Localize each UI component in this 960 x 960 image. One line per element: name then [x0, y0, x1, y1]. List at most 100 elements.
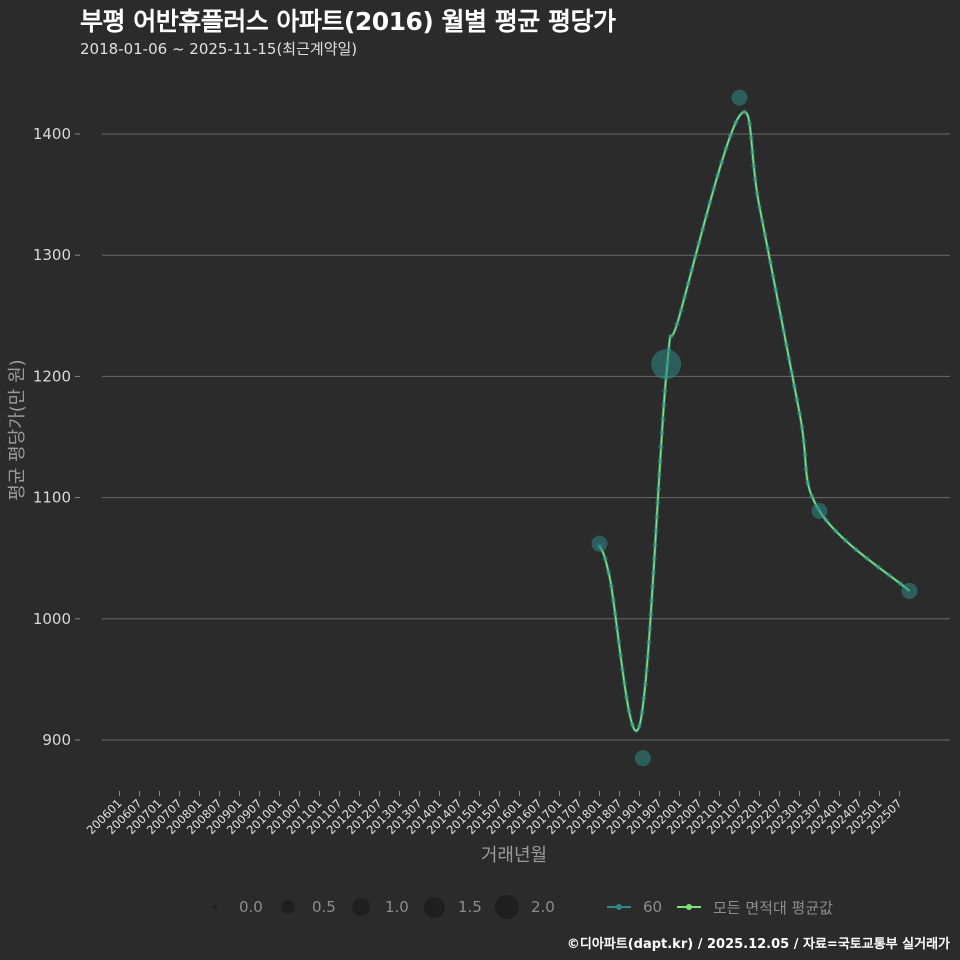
trend-dot — [749, 149, 755, 155]
trend-dot — [650, 584, 656, 590]
size-circle-icon — [281, 900, 295, 914]
trend-dot — [786, 355, 792, 361]
trend-dot — [616, 639, 622, 645]
series-legend-item: 60 — [607, 894, 662, 920]
trend-dot — [660, 416, 666, 422]
y-tick-label: 1100 — [33, 489, 71, 507]
trend-dot — [707, 199, 713, 205]
data-point — [811, 502, 828, 519]
size-circle-icon — [213, 905, 217, 909]
trend-dot — [751, 163, 757, 169]
series-legend-label: 60 — [643, 898, 663, 916]
trend-dot — [610, 597, 616, 603]
trend-dot — [626, 708, 632, 714]
trend-dot — [767, 259, 773, 265]
trend-dot — [842, 537, 848, 543]
chart-subtitle: 2018-01-06 ~ 2025-11-15(최근계약일) — [80, 40, 358, 58]
trend-dot — [809, 493, 815, 499]
trend-dot — [765, 245, 771, 251]
y-tick-label: 1000 — [33, 610, 71, 628]
trend-dot — [629, 721, 635, 727]
size-legend-item: 0.0 — [213, 894, 263, 920]
trend-dot — [802, 452, 808, 458]
line-swatch-icon — [677, 904, 701, 910]
y-tick-label: 1200 — [33, 367, 71, 385]
data-point — [634, 750, 651, 767]
footer-credit: ©디아파트(dapt.kr) / 2025.12.05 / 자료=국토교통부 실… — [566, 937, 950, 952]
trend-dot — [794, 397, 800, 403]
trend-dot — [654, 514, 660, 520]
trend-dot — [741, 109, 747, 115]
trend-dot — [619, 666, 625, 672]
trend-dot — [623, 694, 629, 700]
y-tick-label: 900 — [42, 731, 71, 749]
trend-dot — [762, 232, 768, 238]
trend-dot — [805, 480, 811, 486]
trend-dot — [696, 240, 702, 246]
y-tick-label: 1400 — [33, 125, 71, 143]
trend-dot — [803, 466, 809, 472]
trend-dot — [733, 119, 739, 125]
trend-dot — [655, 500, 661, 506]
trend-dot — [636, 723, 642, 729]
trend-dot — [692, 253, 698, 259]
trend-dot — [646, 640, 652, 646]
trend-dot — [783, 342, 789, 348]
size-circle-icon — [423, 896, 445, 918]
trend-dot — [747, 121, 753, 127]
trend-dot — [662, 388, 668, 394]
chart-title: 부평 어반휴플러스 아파트(2016) 월별 평균 평당가 — [80, 7, 616, 36]
trend-dot — [658, 444, 664, 450]
size-legend-label: 2.0 — [531, 898, 555, 916]
series-legend-item: 모든 면적대 평균값 — [677, 894, 833, 920]
trend-dot — [752, 177, 758, 183]
trend-dot — [754, 190, 760, 196]
trend-dot — [645, 654, 651, 660]
trend-dot — [649, 598, 655, 604]
size-legend-item: 1.5 — [423, 894, 482, 920]
trend-dot — [723, 146, 729, 152]
trend-dot — [728, 132, 734, 138]
trend-dot — [823, 517, 829, 523]
trend-dot — [864, 555, 870, 561]
trend-dot — [797, 410, 803, 416]
line-swatch-icon — [607, 904, 631, 910]
size-legend-label: 1.5 — [458, 898, 482, 916]
trend-dot — [759, 218, 765, 224]
data-point — [591, 535, 608, 552]
trend-dot — [641, 695, 647, 701]
series-legend-label: 모든 면적대 평균값 — [713, 898, 833, 917]
trend-dot — [655, 486, 661, 492]
trend-dot — [642, 681, 648, 687]
trend-dot — [832, 528, 838, 534]
trend-dot — [661, 402, 667, 408]
trend-dot — [791, 383, 797, 389]
trend-dot — [700, 226, 706, 232]
trend-dot — [886, 572, 892, 578]
trend-dot — [656, 472, 662, 478]
trend-dot — [703, 213, 709, 219]
series-60-line — [598, 110, 911, 733]
legend: 0.0 0.5 1.0 1.5 2.0 60 모든 면적대 평균값 — [0, 894, 960, 920]
trend-dot — [639, 709, 645, 715]
trend-dot — [773, 287, 779, 293]
trend-dot — [748, 135, 754, 141]
size-legend-item: 1.0 — [352, 894, 409, 920]
y-tick-label: 1300 — [33, 246, 71, 264]
trend-dot — [606, 569, 612, 575]
size-circle-icon — [352, 898, 370, 916]
data-point — [651, 349, 682, 380]
size-legend-label: 0.5 — [312, 898, 336, 916]
trend-dot — [778, 314, 784, 320]
trend-dot — [612, 611, 618, 617]
average-line — [598, 111, 911, 732]
trend-dot — [853, 547, 859, 553]
trend-dot — [801, 438, 807, 444]
trend-dot — [678, 308, 684, 314]
size-circle-icon — [495, 895, 519, 919]
trend-dot — [652, 542, 658, 548]
trend-dot — [644, 668, 650, 674]
trend-dot — [875, 564, 881, 570]
trend-dot — [781, 328, 787, 334]
trend-dot — [799, 424, 805, 430]
